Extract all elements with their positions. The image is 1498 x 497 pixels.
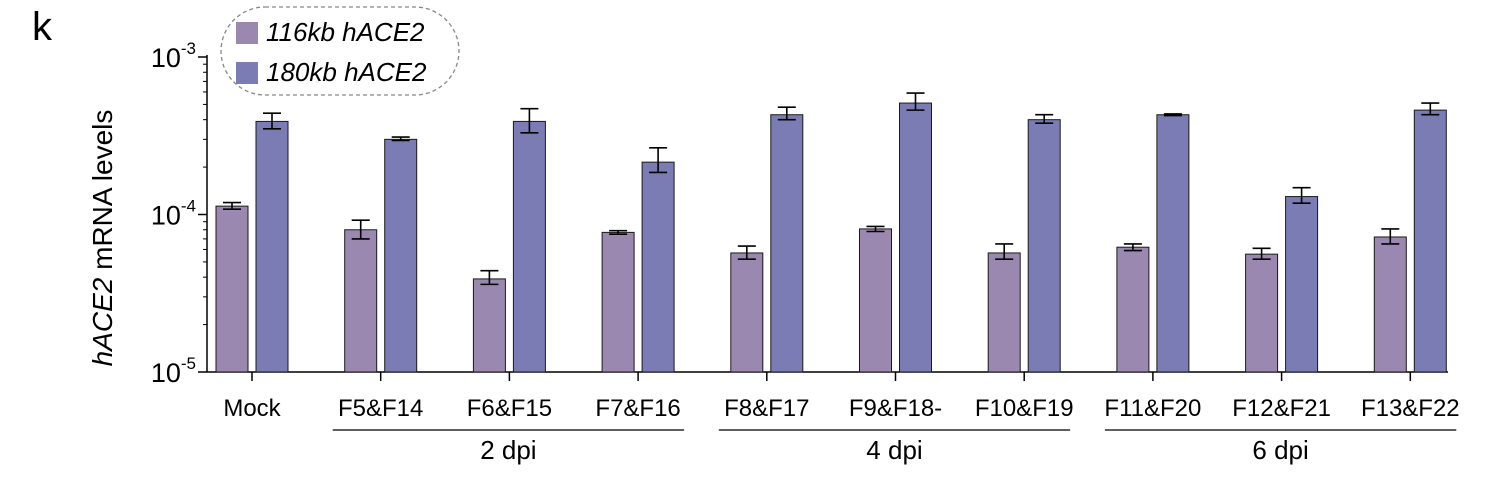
bar-series-1	[1245, 253, 1279, 373]
legend-label: 116kb hACE2	[266, 17, 425, 47]
bar-series-1	[601, 231, 635, 373]
x-tick-label: F9&F18-	[849, 395, 942, 422]
bar-series-1	[987, 252, 1021, 373]
x-tick-label: F10&F19	[975, 395, 1074, 422]
legend-swatch	[236, 22, 258, 44]
group-label: 4 dpi	[866, 435, 922, 465]
legend: 116kb hACE2 180kb hACE2	[220, 6, 460, 96]
legend-label: 180kb hACE2	[266, 57, 427, 87]
x-tick-label: F13&F22	[1361, 395, 1460, 422]
bar-series-2	[899, 102, 932, 373]
labels: 10-5 10-4 10-3 hACE2 mRNA levels Mock F5&F14 F…	[87, 39, 1460, 465]
bar-series-1	[1373, 236, 1407, 373]
bar-series-2	[1156, 114, 1190, 373]
bar-series-2	[1285, 196, 1319, 373]
legend-box	[220, 6, 460, 96]
group-label: 2 dpi	[480, 435, 536, 465]
bar-series-2	[770, 114, 804, 373]
legend-swatch	[236, 62, 258, 84]
bar-series-1	[472, 278, 506, 373]
bar-series-2	[1413, 109, 1447, 373]
x-tick-label: F6&F15	[467, 395, 552, 422]
bar-series-1	[730, 252, 764, 373]
y-tick-label: 10-5	[151, 354, 196, 388]
y-axis-label: hACE2 mRNA levels	[87, 110, 118, 367]
x-tick-label: F12&F21	[1232, 395, 1331, 422]
bar-series-1	[344, 229, 378, 373]
bar-series-2	[255, 120, 289, 373]
x-tick-label: F7&F16	[595, 395, 680, 422]
y-tick-label: 10-3	[151, 39, 196, 73]
bar-series-2	[384, 138, 418, 373]
panel-label: k	[32, 5, 53, 49]
bar-series-1	[1116, 246, 1150, 373]
bars	[215, 92, 1447, 373]
x-tick-label: Mock	[223, 395, 281, 422]
bar-series-1	[215, 205, 249, 373]
x-tick-label: F8&F17	[724, 395, 809, 422]
bar-series-1	[859, 228, 892, 373]
y-tick-label: 10-4	[151, 197, 196, 231]
x-tick-label: F11&F20	[1104, 395, 1201, 422]
bar-series-2	[641, 161, 675, 373]
bar-series-2	[512, 120, 546, 373]
bar-series-2	[1027, 119, 1061, 373]
x-tick-label: F5&F14	[338, 395, 423, 422]
group-label: 6 dpi	[1252, 435, 1308, 465]
